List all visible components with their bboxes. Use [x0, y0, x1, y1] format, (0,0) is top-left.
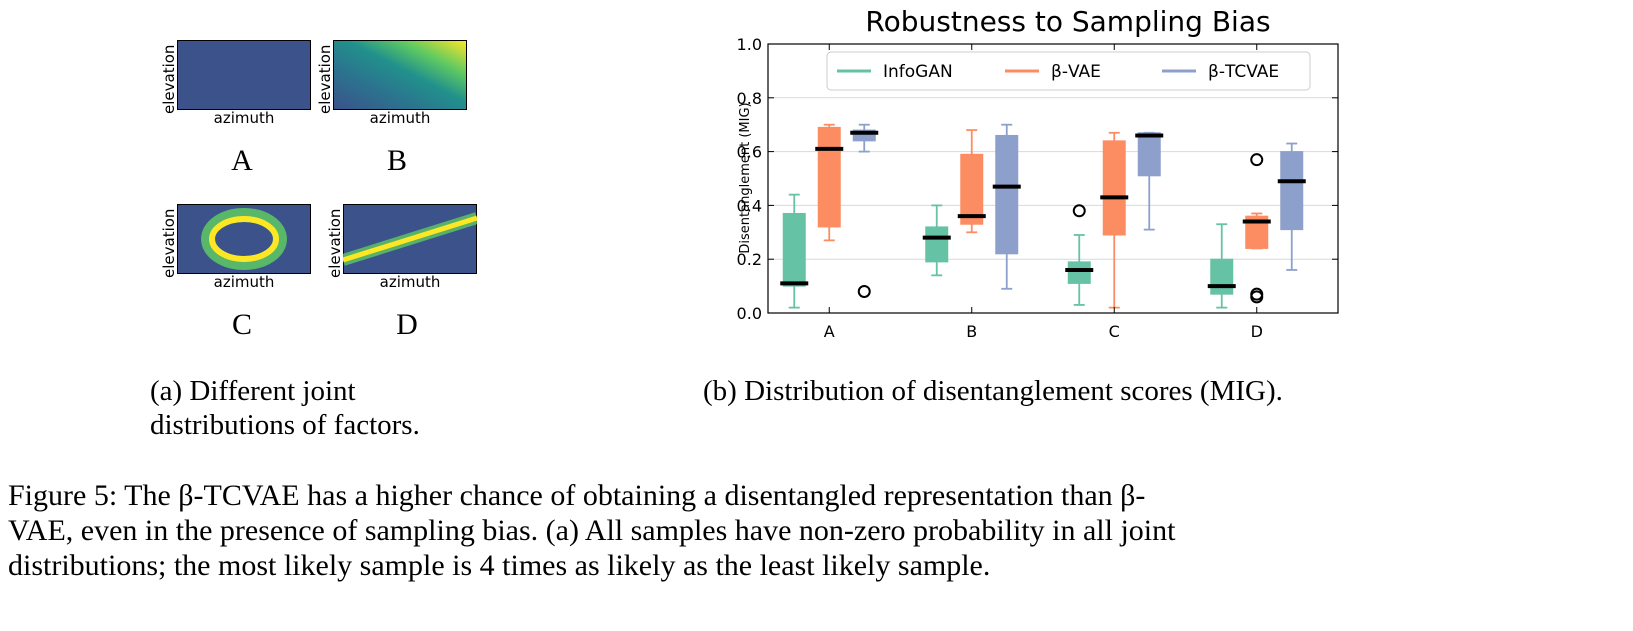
box-A-0: [780, 193, 809, 309]
outlier-point: [1250, 153, 1264, 167]
outlier-point: [857, 284, 871, 298]
axes: 0.0 0.2 0.4 0.6 0.8 1.0 A B C D: [737, 35, 1339, 341]
legend: InfoGAN β-VAE β-TCVAE: [826, 51, 1311, 91]
box-body: [817, 126, 841, 228]
outlier-point: [1250, 287, 1264, 301]
thumbnail-c-ylabel: elevation: [160, 208, 178, 278]
panel-a-caption: (a) Different joint distributions of fac…: [150, 375, 420, 441]
y-tick-label: 0.6: [737, 143, 762, 162]
box-A-2: [850, 123, 879, 298]
x-tick-label: D: [1251, 322, 1263, 341]
box-A-1: [815, 123, 844, 242]
thumbnail-a-xlabel: azimuth: [213, 109, 275, 127]
legend-label: β-TCVAE: [1208, 62, 1279, 82]
thumbnail-d-letter: D: [396, 308, 418, 341]
thumbnail-c-xlabel: azimuth: [213, 273, 275, 291]
thumbnail-a-heatmap: [177, 40, 311, 110]
box-body: [1067, 261, 1091, 284]
outlier-point: [1072, 204, 1086, 218]
chart-title: Robustness to Sampling Bias: [865, 5, 1270, 38]
box-C-2: [1135, 131, 1164, 231]
thumbnail-c-letter: C: [231, 308, 252, 341]
y-tick-label: 1.0: [737, 35, 762, 54]
boxes: [780, 123, 1306, 309]
thumbnail-d-heatmap: [343, 204, 477, 274]
thumbnail-b-letter: B: [386, 144, 407, 177]
thumbnail-a-ylabel: elevation: [160, 44, 178, 114]
thumbnail-b-xlabel: azimuth: [369, 109, 431, 127]
y-tick-label: 0.8: [737, 89, 762, 108]
y-tick-label: 0.4: [737, 196, 762, 215]
thumbnail-c-heatmap: [177, 204, 311, 274]
box-D-1: [1242, 153, 1271, 304]
box-plot-chart: Robustness to Sampling Bias Disentanglem…: [737, 5, 1339, 341]
box-body: [852, 129, 876, 142]
box-body: [1245, 215, 1269, 249]
panel-b-caption: (b) Distribution of disentanglement scor…: [703, 375, 1283, 407]
figure-caption-line-2: VAE, even in the presence of sampling bi…: [8, 514, 1176, 547]
y-tick-label: 0.0: [737, 304, 762, 323]
box-body: [1280, 151, 1304, 231]
box-B-1: [957, 129, 986, 234]
thumbnail-d-ylabel: elevation: [326, 208, 344, 278]
x-tick-label: C: [1109, 322, 1120, 341]
y-tick-label: 0.2: [737, 250, 762, 269]
box-B-0: [922, 204, 951, 277]
box-C-0: [1065, 204, 1094, 306]
x-tick-label: B: [966, 322, 977, 341]
box-body: [1102, 140, 1126, 236]
box-C-1: [1100, 131, 1129, 309]
thumbnail-b-heatmap: [333, 40, 467, 110]
legend-label: β-VAE: [1051, 62, 1101, 82]
thumbnail-a-letter: A: [231, 144, 253, 177]
figure-caption: Figure 5: The β-TCVAE has a higher chanc…: [8, 478, 1628, 583]
box-B-2: [992, 123, 1021, 290]
legend-box: [826, 51, 1311, 91]
box-D-2: [1277, 142, 1306, 271]
y-axis-label: Disentanglement (MIG): [738, 102, 753, 253]
box-body: [960, 153, 984, 225]
thumbnail-d-xlabel: azimuth: [379, 273, 441, 291]
box-body: [1137, 132, 1161, 177]
legend-label: InfoGAN: [883, 62, 953, 82]
figure-caption-line-1: Figure 5: The β-TCVAE has a higher chanc…: [8, 479, 1146, 512]
box-body: [925, 226, 949, 263]
box-D-0: [1207, 223, 1236, 309]
thumbnail-b-ylabel: elevation: [316, 44, 334, 114]
box-body: [995, 134, 1019, 255]
figure-caption-line-3: distributions; the most likely sample is…: [8, 549, 991, 582]
box-body: [782, 212, 806, 287]
plot-frame: [767, 43, 1339, 314]
x-tick-label: A: [824, 322, 835, 341]
box-body: [1210, 258, 1234, 295]
